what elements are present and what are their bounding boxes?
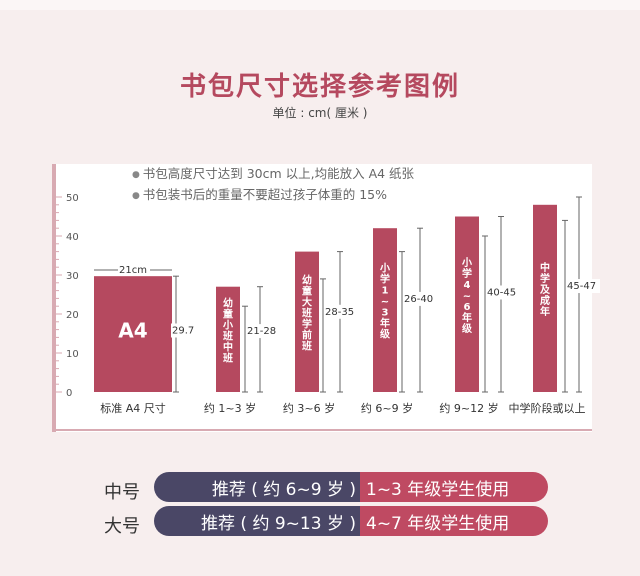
note-item: 书包高度尺寸达到 30cm 以上,均能放入 A4 纸张 <box>132 164 414 185</box>
bar-label: 成 <box>540 294 550 307</box>
bar-label: 3 <box>382 308 389 319</box>
range-label-bg <box>324 304 358 319</box>
width-annotation: 21cm <box>119 265 147 276</box>
x-tick-label: 中学阶段或以上 <box>509 401 586 415</box>
bar-label: ~ <box>381 297 389 308</box>
bar <box>533 204 557 392</box>
bar-label: 级 <box>461 322 473 335</box>
size-label-large: 大号 <box>104 516 140 537</box>
bar-label: A4 <box>118 318 147 342</box>
bar <box>94 276 172 392</box>
top-strip <box>0 0 640 10</box>
range-label: 21-28 <box>247 326 276 337</box>
range-label: 28-35 <box>325 307 354 318</box>
bar-label: 班 <box>302 306 312 319</box>
bar-label: 学 <box>302 317 312 330</box>
bar-label: 学 <box>380 273 390 286</box>
y-tick-label: 40 <box>66 232 79 243</box>
recommendation-medium: 推荐 ( 约 6~9 岁 ) 1~3 年级学生使用 <box>154 472 548 502</box>
range-label: 29.7 <box>172 326 194 337</box>
bar <box>455 216 479 392</box>
recommendation-grades: 4~7 年级学生使用 <box>360 506 548 536</box>
notes: 书包高度尺寸达到 30cm 以上,均能放入 A4 纸张 书包装书后的重量不要超过… <box>132 164 414 206</box>
x-tick-label: 约 1~3 岁 <box>204 401 256 415</box>
bar-label: 班 <box>223 351 233 364</box>
y-axis-bar <box>52 164 56 432</box>
bar-label: 级 <box>379 328 391 341</box>
bar-label: 班 <box>223 329 233 342</box>
bar-label: 年 <box>380 317 390 330</box>
y-tick-label: 0 <box>66 388 72 399</box>
range-label: 45-47 <box>567 281 596 292</box>
y-tick-label: 30 <box>66 271 79 282</box>
bar-label: 及 <box>540 284 551 296</box>
recommendation-age: 推荐 ( 约 6~9 岁 ) <box>154 472 360 502</box>
bar-label: 学 <box>540 272 550 285</box>
recommendation-grades: 1~3 年级学生使用 <box>360 472 548 502</box>
bar-label: 班 <box>302 339 312 352</box>
range-label: 40-45 <box>487 287 516 298</box>
unit-label: 单位 : cm( 厘米 ) <box>272 106 368 120</box>
width-annotation-bg <box>118 263 150 275</box>
bar-label: 童 <box>223 307 233 320</box>
y-tick-label: 50 <box>66 193 79 204</box>
recommendation-age: 推荐 ( 约 9~13 岁 ) <box>154 506 360 536</box>
note-item: 书包装书后的重量不要超过孩子体重的 15% <box>132 185 414 206</box>
x-tick-label: 标准 A4 尺寸 <box>100 401 166 415</box>
bar-label: ~ <box>463 291 471 302</box>
bar-label: 大 <box>302 295 312 308</box>
range-label-bg <box>171 323 205 338</box>
range-label-bg <box>566 279 600 294</box>
x-tick-label: 约 9~12 岁 <box>439 401 498 415</box>
bar-label: 年 <box>540 305 550 318</box>
bar-label: 幼 <box>302 273 312 286</box>
bar-label: 童 <box>302 284 312 297</box>
bar-label: 小 <box>222 318 233 331</box>
bar <box>216 286 240 392</box>
bar-label: 前 <box>302 328 312 341</box>
range-label-bg <box>246 324 280 339</box>
bar-label: 年 <box>462 311 472 324</box>
x-tick-label: 约 6~9 岁 <box>361 401 413 415</box>
recommendation-large: 推荐 ( 约 9~13 岁 ) 4~7 年级学生使用 <box>154 506 548 536</box>
page-title: 书包尺寸选择参考图例 <box>179 72 460 102</box>
bar-label: 中 <box>540 261 550 274</box>
bar-label: 学 <box>462 267 472 280</box>
x-tick-label: 约 3~6 岁 <box>283 401 335 415</box>
range-label-bg <box>486 285 520 300</box>
y-tick-label: 10 <box>66 349 79 360</box>
bar-label: 中 <box>223 340 233 353</box>
bar <box>373 228 397 392</box>
size-label-medium: 中号 <box>104 482 140 503</box>
bar-label: 小 <box>379 262 390 275</box>
bar-label: 4 <box>464 280 471 291</box>
range-label: 26-40 <box>404 294 433 305</box>
bar <box>295 251 319 392</box>
bar-label: 1 <box>382 286 389 297</box>
bar-label: 幼 <box>223 296 233 309</box>
bar-label: 6 <box>464 302 471 313</box>
bar-label: 小 <box>461 256 472 269</box>
range-label-bg <box>403 291 437 306</box>
y-tick-label: 20 <box>66 310 79 321</box>
